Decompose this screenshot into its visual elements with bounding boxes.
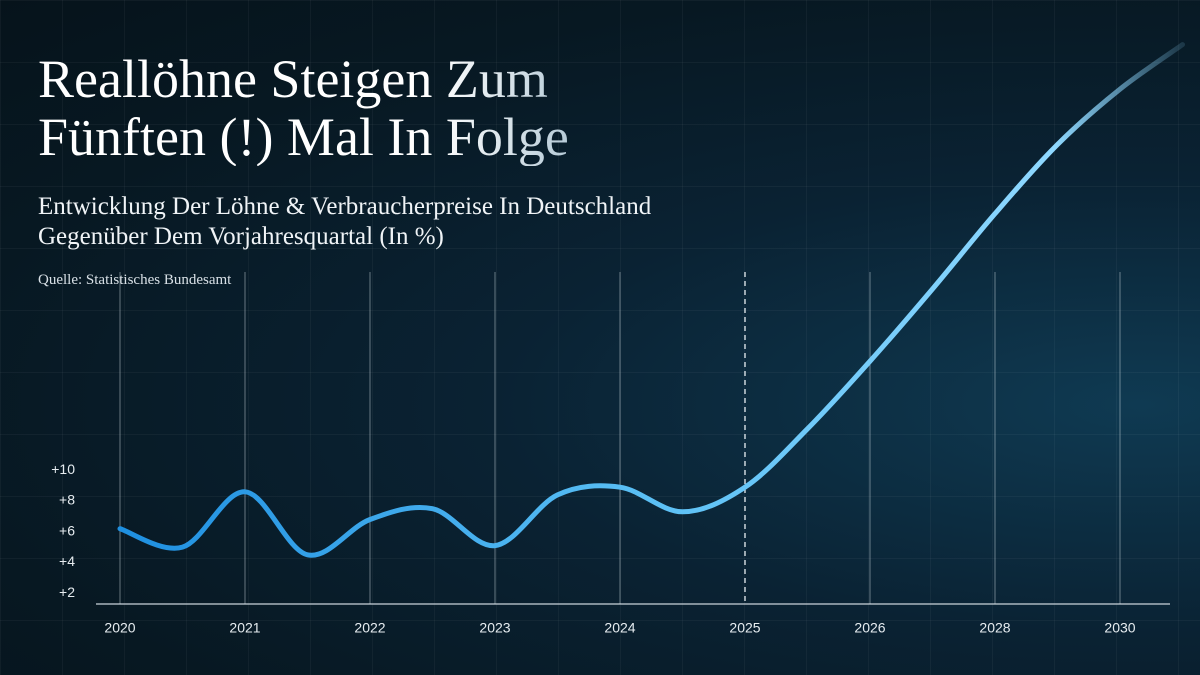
y-tick-label: +8: [59, 492, 75, 508]
source-note: Quelle: Statistisches Bundesamt: [38, 272, 232, 288]
y-tick-label: +2: [59, 584, 75, 600]
y-tick-label: +6: [59, 522, 75, 538]
x-tick-label: 2020: [104, 620, 135, 636]
x-tick-label: 2024: [604, 620, 635, 636]
y-tick-label: +10: [51, 461, 75, 477]
chart-subtitle: Entwicklung Der Löhne & Verbraucherpreis…: [38, 193, 652, 250]
x-tick-label: 2025: [729, 620, 760, 636]
data-line: [117, 42, 1185, 558]
x-tick-label: 2030: [1104, 620, 1135, 636]
y-tick-label: +4: [59, 553, 75, 569]
x-tick-label: 2022: [354, 620, 385, 636]
chart-title: Reallöhne Steigen Zum Fünften (!) Mal In…: [38, 50, 698, 166]
x-tick-label: 2021: [229, 620, 260, 636]
x-tick-label: 2028: [979, 620, 1010, 636]
x-tick-label: 2023: [479, 620, 510, 636]
x-tick-label: 2026: [854, 620, 885, 636]
